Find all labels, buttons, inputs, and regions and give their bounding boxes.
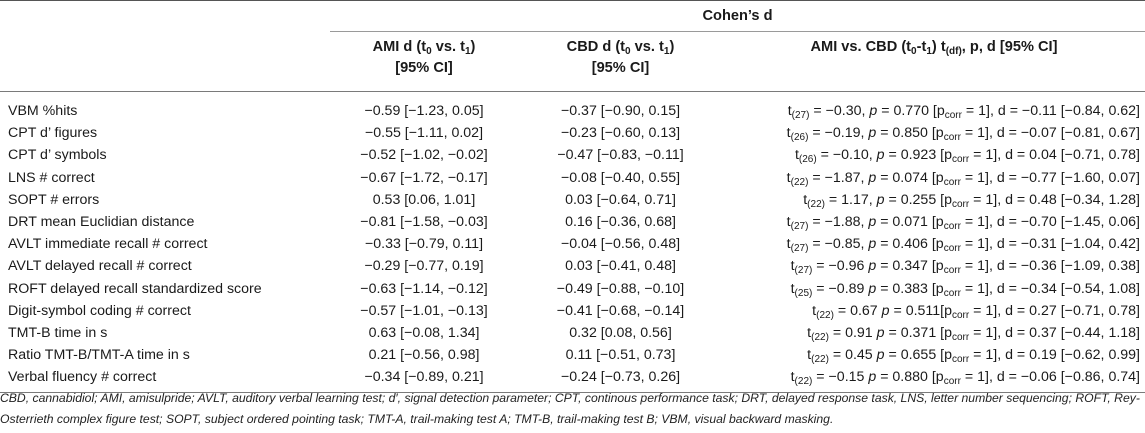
cbd-effect-size: −0.23 [−0.60, 0.13] <box>560 125 681 142</box>
comparison-stats: t(27) = −0.85, p = 0.406 [pcorr = 1], d … <box>786 236 1140 255</box>
results-table: Cohen’s d AMI d (t0 vs. t1) [95% CI] CBD… <box>0 0 1145 393</box>
group-header-row: Cohen’s d <box>0 1 1145 32</box>
table-row: AVLT immediate recall # correct −0.33 [−0… <box>0 233 1145 255</box>
ami-effect-size: −0.81 [−1.58, −0.03] <box>360 214 488 231</box>
comparison-stats: t(22) = −1.87, p = 0.074 [pcorr = 1], d … <box>786 169 1140 188</box>
row-label: VBM %hits <box>8 103 78 119</box>
cbd-effect-size: −0.49 [−0.88, −0.10] <box>556 280 685 297</box>
row-label: Ratio TMT-B/TMT-A time in s <box>8 347 190 364</box>
comparison-stats: t(22) = −0.15 p = 0.880 [pcorr = 1], d =… <box>723 366 1145 393</box>
table-row: LNS # correct −0.67 [−1.72, −0.17] −0.08 [… <box>0 167 1145 189</box>
comparison-stats: t(22) = 0.91 p = 0.371 [pcorr = 1], d = … <box>807 325 1140 344</box>
ami-effect-size: −0.57 [−1.01, −0.13] <box>360 302 488 319</box>
row-label: AVLT delayed recall # correct <box>8 258 192 275</box>
row-label: LNS # correct <box>8 169 95 186</box>
comparison-stats: t(22) = 0.45 p = 0.655 [pcorr = 1], d = … <box>807 347 1140 366</box>
column-header-row: AMI d (t0 vs. t1) [95% CI] CBD d (t0 vs.… <box>0 31 1145 92</box>
row-label: Verbal fluency # correct <box>0 366 330 393</box>
table-row: Digit-symbol coding # correct −0.57 [−1.0… <box>0 300 1145 322</box>
cbd-effect-size: −0.47 [−0.83, −0.11] <box>557 147 684 164</box>
ami-effect-size: −0.29 [−0.77, 0.19] <box>364 258 484 275</box>
comparison-stats: t(27) = −0.96 p = 0.347 [pcorr = 1], d =… <box>790 258 1140 277</box>
table-row: VBM %hits −0.59 [−1.23, 0.05] −0.37 [−0.90… <box>0 92 1145 123</box>
ami-column-header: AMI d (t0 vs. t1) [95% CI] <box>330 31 518 92</box>
cbd-effect-size: −0.08 [−0.40, 0.55] <box>560 169 681 186</box>
row-label: AVLT immediate recall # correct <box>8 236 208 253</box>
row-label: Digit-symbol coding # correct <box>8 302 191 319</box>
table-row: AVLT delayed recall # correct −0.29 [−0.7… <box>0 255 1145 277</box>
comparison-stats: t(22) = 1.17, p = 0.255 [pcorr = 1], d =… <box>803 191 1140 210</box>
ami-effect-size: 0.21 [−0.56, 0.98] <box>368 347 480 364</box>
table-row: Verbal fluency # correct −0.34 [−0.89, 0.… <box>0 366 1145 393</box>
table-row: CPT d’ figures −0.55 [−1.11, 0.02] −0.23 [… <box>0 122 1145 144</box>
cbd-effect-size: 0.03 [−0.64, 0.71] <box>565 191 676 208</box>
comparison-stats: t(22) = 0.67 p = 0.511[pcorr = 1], d = 0… <box>812 302 1140 321</box>
comparison-stats: t(27) = −1.88, p = 0.071 [pcorr = 1], d … <box>786 214 1140 233</box>
ami-effect-size: 0.63 [−0.08, 1.34] <box>368 325 480 342</box>
row-label: SOPT # errors <box>8 191 100 208</box>
ami-effect-size: 0.53 [0.06, 1.01] <box>372 191 476 208</box>
table-footnote: CBD, cannabidiol; AMI, amisulpride; AVLT… <box>0 391 1140 426</box>
cbd-effect-size: −0.04 [−0.56, 0.48] <box>560 236 681 253</box>
cbd-effect-size: −0.41 [−0.68, −0.14] <box>556 302 685 319</box>
ami-effect-size: −0.59 [−1.23, 0.05] <box>364 103 484 119</box>
cbd-effect-size: 0.03 [−0.41, 0.48] <box>565 258 676 275</box>
table-row: DRT mean Euclidian distance −0.81 [−1.58,… <box>0 211 1145 233</box>
comparison-stats: t(27) = −0.30, p = 0.770 [pcorr = 1], d … <box>787 103 1140 121</box>
table-row: TMT-B time in s 0.63 [−0.08, 1.34] 0.32 [0… <box>0 322 1145 344</box>
table-row: CPT d’ symbols −0.52 [−1.02, −0.02] −0.47 … <box>0 144 1145 166</box>
cbd-effect-size: 0.16 [−0.36, 0.68] <box>565 214 676 231</box>
comparison-stats: t(26) = −0.10, p = 0.923 [pcorr = 1], d … <box>794 147 1140 166</box>
row-label: ROFT delayed recall standardized score <box>8 280 262 297</box>
row-label: TMT-B time in s <box>8 325 108 342</box>
cbd-effect-size: −0.37 [−0.90, 0.15] <box>560 103 681 119</box>
comparison-stats: t(25) = −0.89 p = 0.383 [pcorr = 1], d =… <box>790 280 1140 299</box>
ami-effect-size: −0.34 [−0.89, 0.21] <box>330 366 518 393</box>
table-body: VBM %hits −0.59 [−1.23, 0.05] −0.37 [−0.90… <box>0 92 1145 393</box>
ami-effect-size: −0.63 [−1.14, −0.12] <box>360 280 488 297</box>
comparison-stats: t(26) = −0.19, p = 0.850 [pcorr = 1], d … <box>786 125 1140 144</box>
cbd-effect-size: −0.24 [−0.73, 0.26] <box>518 366 723 393</box>
row-label: CPT d’ figures <box>8 125 98 142</box>
table-row: SOPT # errors 0.53 [0.06, 1.01] 0.03 [−0.6… <box>0 189 1145 211</box>
ami-effect-size: −0.67 [−1.72, −0.17] <box>360 169 488 186</box>
cohens-d-header: Cohen’s d <box>330 1 1145 32</box>
top-rule <box>0 0 1145 1</box>
cbd-column-header: CBD d (t0 vs. t1) [95% CI] <box>518 31 723 92</box>
row-label: DRT mean Euclidian distance <box>8 214 195 231</box>
table-row: ROFT delayed recall standardized score −0… <box>0 278 1145 300</box>
row-label: CPT d’ symbols <box>8 147 107 164</box>
cbd-effect-size: 0.11 [−0.51, 0.73] <box>565 347 676 364</box>
table-row: Ratio TMT-B/TMT-A time in s 0.21 [−0.56, … <box>0 344 1145 366</box>
ami-effect-size: −0.55 [−1.11, 0.02] <box>364 125 484 142</box>
comparison-column-header: AMI vs. CBD (t0-t1) t(df), p, d [95% CI] <box>723 31 1145 92</box>
cbd-effect-size: 0.32 [0.08, 0.56] <box>569 325 672 342</box>
ami-effect-size: −0.52 [−1.02, −0.02] <box>360 147 488 164</box>
ami-effect-size: −0.33 [−0.79, 0.11] <box>364 236 484 253</box>
